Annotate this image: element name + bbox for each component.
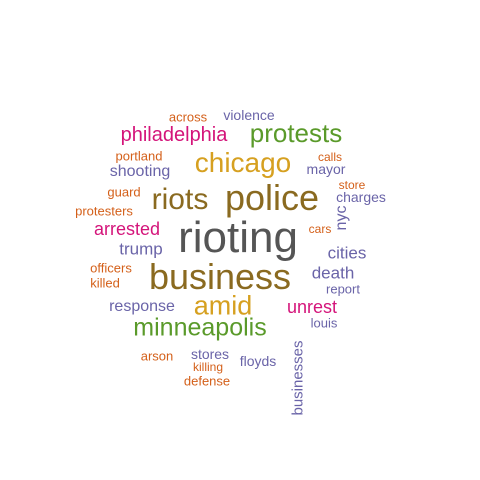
word-nyc: nyc <box>333 205 350 231</box>
word-cities: cities <box>327 243 367 263</box>
word-defense: defense <box>183 373 231 389</box>
word-officers: officers <box>90 260 132 276</box>
word-arrested: arrested <box>93 219 161 239</box>
word-across: across <box>168 109 208 125</box>
word-amid: amid <box>193 290 253 321</box>
word-minneapolis: minneapolis <box>133 313 267 342</box>
word-business: business <box>148 256 292 297</box>
word-philadelphia: philadelphia <box>120 124 228 146</box>
word-charges: charges <box>336 189 386 205</box>
word-report: report <box>326 281 360 297</box>
word-unrest: unrest <box>286 297 338 317</box>
word-violence: violence <box>223 107 275 123</box>
word-mayor: mayor <box>306 161 346 177</box>
word-riots: riots <box>151 183 209 216</box>
word-cars: cars <box>308 222 332 236</box>
word-killed: killed <box>90 275 120 291</box>
word-death: death <box>311 263 355 283</box>
word-floyds: floyds <box>239 353 277 369</box>
word-louis: louis <box>310 315 338 331</box>
word-chicago: chicago <box>194 147 292 178</box>
word-arson: arson <box>140 348 174 364</box>
word-businesses: businesses <box>289 340 307 416</box>
word-portland: portland <box>115 148 163 164</box>
word-killing: killing <box>192 360 224 374</box>
word-protests: protests <box>249 118 343 148</box>
word-rioting: rioting <box>178 213 298 262</box>
word-protesters: protesters <box>75 203 133 219</box>
word-trump: trump <box>119 239 163 259</box>
word-response: response <box>109 298 175 315</box>
word-police: police <box>224 177 320 218</box>
word-shooting: shooting <box>109 163 171 180</box>
word-store: store <box>338 178 366 192</box>
word-stores: stores <box>190 346 230 362</box>
word-guard: guard <box>107 184 141 200</box>
word-calls: calls <box>317 150 343 164</box>
